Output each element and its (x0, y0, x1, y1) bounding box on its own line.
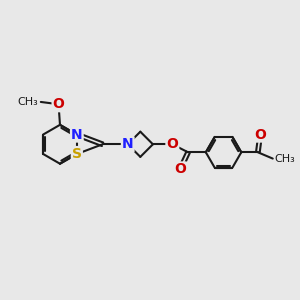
Text: O: O (174, 162, 186, 176)
Text: N: N (71, 128, 82, 142)
Text: N: N (122, 137, 134, 151)
Text: S: S (72, 147, 82, 161)
Text: CH₃: CH₃ (18, 97, 38, 107)
Text: O: O (167, 137, 178, 151)
Text: O: O (254, 128, 266, 142)
Text: CH₃: CH₃ (274, 154, 295, 164)
Text: O: O (52, 97, 64, 111)
